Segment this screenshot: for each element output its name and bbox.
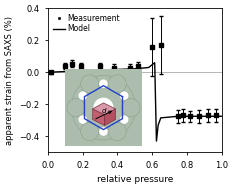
Y-axis label: apparent strain from SAXS (%): apparent strain from SAXS (%) <box>5 16 14 145</box>
Legend: Measurement, Model: Measurement, Model <box>52 12 122 35</box>
X-axis label: relative pressure: relative pressure <box>96 175 173 184</box>
